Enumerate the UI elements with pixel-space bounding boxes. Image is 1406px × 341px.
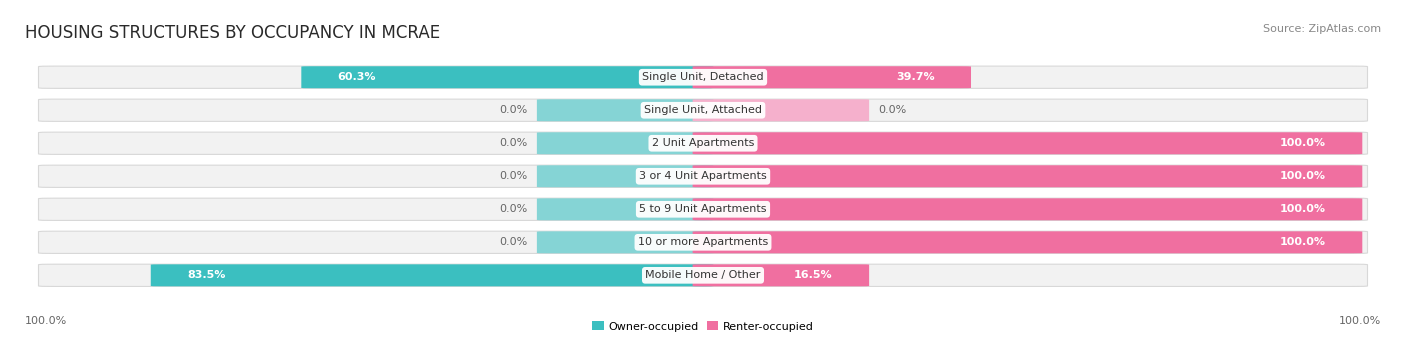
Text: 0.0%: 0.0% bbox=[499, 204, 527, 214]
FancyBboxPatch shape bbox=[537, 99, 713, 121]
FancyBboxPatch shape bbox=[150, 264, 713, 286]
FancyBboxPatch shape bbox=[693, 264, 869, 286]
Text: 3 or 4 Unit Apartments: 3 or 4 Unit Apartments bbox=[640, 171, 766, 181]
FancyBboxPatch shape bbox=[38, 231, 1368, 253]
Text: 83.5%: 83.5% bbox=[187, 270, 225, 280]
Text: 5 to 9 Unit Apartments: 5 to 9 Unit Apartments bbox=[640, 204, 766, 214]
FancyBboxPatch shape bbox=[537, 165, 713, 187]
Text: Single Unit, Detached: Single Unit, Detached bbox=[643, 72, 763, 82]
Text: 100.0%: 100.0% bbox=[1339, 315, 1381, 326]
Text: 100.0%: 100.0% bbox=[1279, 237, 1326, 247]
FancyBboxPatch shape bbox=[301, 66, 713, 88]
FancyBboxPatch shape bbox=[693, 165, 1362, 187]
FancyBboxPatch shape bbox=[38, 198, 1368, 220]
FancyBboxPatch shape bbox=[38, 132, 1368, 154]
FancyBboxPatch shape bbox=[693, 66, 972, 88]
Text: 100.0%: 100.0% bbox=[1279, 204, 1326, 214]
FancyBboxPatch shape bbox=[537, 132, 713, 154]
Legend: Owner-occupied, Renter-occupied: Owner-occupied, Renter-occupied bbox=[588, 317, 818, 336]
FancyBboxPatch shape bbox=[38, 66, 1368, 88]
Text: 2 Unit Apartments: 2 Unit Apartments bbox=[652, 138, 754, 148]
FancyBboxPatch shape bbox=[537, 231, 713, 253]
Text: 0.0%: 0.0% bbox=[499, 237, 527, 247]
Text: 0.0%: 0.0% bbox=[499, 138, 527, 148]
Text: Mobile Home / Other: Mobile Home / Other bbox=[645, 270, 761, 280]
Text: 100.0%: 100.0% bbox=[1279, 138, 1326, 148]
FancyBboxPatch shape bbox=[693, 198, 1362, 220]
Text: 100.0%: 100.0% bbox=[1279, 171, 1326, 181]
Text: HOUSING STRUCTURES BY OCCUPANCY IN MCRAE: HOUSING STRUCTURES BY OCCUPANCY IN MCRAE bbox=[25, 24, 440, 42]
Text: 10 or more Apartments: 10 or more Apartments bbox=[638, 237, 768, 247]
Text: 39.7%: 39.7% bbox=[896, 72, 935, 82]
FancyBboxPatch shape bbox=[537, 198, 713, 220]
Text: 100.0%: 100.0% bbox=[25, 315, 67, 326]
Text: 0.0%: 0.0% bbox=[499, 171, 527, 181]
Text: 60.3%: 60.3% bbox=[337, 72, 377, 82]
FancyBboxPatch shape bbox=[693, 132, 1362, 154]
Text: 0.0%: 0.0% bbox=[879, 105, 907, 115]
FancyBboxPatch shape bbox=[693, 231, 1362, 253]
Text: Source: ZipAtlas.com: Source: ZipAtlas.com bbox=[1263, 24, 1381, 34]
Text: Single Unit, Attached: Single Unit, Attached bbox=[644, 105, 762, 115]
FancyBboxPatch shape bbox=[38, 165, 1368, 188]
Text: 0.0%: 0.0% bbox=[499, 105, 527, 115]
FancyBboxPatch shape bbox=[38, 264, 1368, 286]
FancyBboxPatch shape bbox=[38, 99, 1368, 121]
Text: 16.5%: 16.5% bbox=[794, 270, 832, 280]
FancyBboxPatch shape bbox=[693, 99, 869, 121]
